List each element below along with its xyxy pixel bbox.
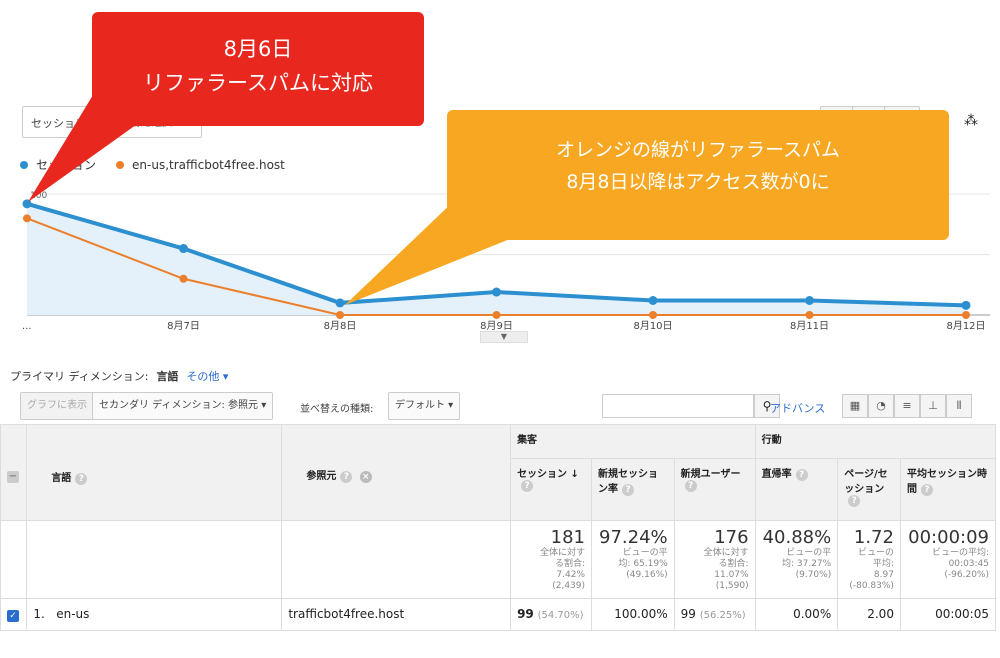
row-referrer[interactable]: trafficbot4free.host	[281, 598, 512, 631]
col-header-avg-duration[interactable]: 平均セッション時間?	[899, 458, 997, 521]
data-point	[23, 214, 31, 223]
data-point	[336, 311, 344, 319]
help-icon[interactable]: ?	[920, 484, 933, 496]
group-header-acquisition: 集客	[510, 424, 756, 459]
data-point	[492, 311, 501, 319]
secondary-dimension-select[interactable]: セカンダリ ディメンション: 参照元 ▾	[92, 392, 274, 420]
x-tick-label: 8月9日	[480, 320, 513, 332]
row-avg-duration: 00:00:05	[899, 598, 997, 631]
data-point	[805, 311, 814, 319]
remove-dimension-icon[interactable]: ×	[359, 471, 372, 483]
col-header-new-users[interactable]: 新規ユーザー?	[673, 458, 756, 521]
row-new-users: 99 (56.25%)	[673, 598, 756, 631]
data-point	[335, 298, 345, 308]
help-icon[interactable]: ?	[848, 495, 861, 507]
col-header-bounce-rate[interactable]: 直帰率?	[754, 458, 839, 521]
table-row: ✓ 1. en-us trafficbot4free.host 99 (54.7…	[0, 598, 997, 631]
x-tick-label: ...	[22, 321, 32, 332]
chart-collapse-handle[interactable]: ▼	[480, 331, 528, 343]
row-bounce-rate: 0.00%	[754, 598, 839, 631]
row-sessions: 99 (54.70%)	[510, 598, 593, 631]
col-header-language[interactable]: 言語?	[26, 424, 283, 521]
primary-dimension-row: プライマリ ディメンション: 言語 その他 ▾	[10, 368, 228, 384]
callout-red-line2: リファラースパムに対応	[143, 71, 373, 95]
y-tick-label: 100	[30, 191, 47, 201]
legend-dot-icon	[116, 160, 125, 169]
row-language-link[interactable]: en-us	[56, 607, 90, 621]
select-all-cell: −	[0, 424, 28, 521]
col-header-pages-per-session[interactable]: ページ/セッション?	[837, 458, 901, 521]
dimension-language[interactable]: 言語	[156, 370, 179, 383]
total-pages-per-session: 1.72 ビューの 平均: 8.97 (-80.83%)	[837, 520, 901, 599]
search-icon[interactable]: ⚲	[754, 394, 780, 418]
data-point	[649, 311, 657, 319]
help-icon[interactable]: ?	[521, 480, 534, 492]
table-toolbar: グラフに表示 セカンダリ ディメンション: 参照元 ▾ 並べ替えの種類: デフォ…	[20, 392, 980, 420]
data-point	[22, 199, 32, 209]
data-point	[805, 296, 814, 305]
x-tick-label: 8月7日	[167, 320, 200, 332]
data-point	[179, 244, 188, 254]
plot-rows-button[interactable]: グラフに表示	[20, 392, 94, 420]
group-header-behavior: 行動	[754, 424, 997, 459]
advanced-link[interactable]: アドバンス	[770, 402, 826, 415]
x-tick-label: 8月8日	[324, 320, 357, 332]
comparison-view-icon[interactable]: ⊥	[920, 394, 946, 418]
data-point	[492, 287, 501, 297]
total-avg-duration: 00:00:09 ビューの平均: 00:03:45 (-96.20%)	[899, 520, 997, 599]
row-select-cell: ✓	[0, 598, 28, 631]
col-header-new-session-rate[interactable]: 新規セッション率?	[591, 458, 675, 521]
row-pages-per-session: 2.00	[837, 598, 901, 631]
total-new-users: 176 全体に対す る割合: 11.07% (1,590)	[673, 520, 756, 599]
legend-item-spam[interactable]: en-us,trafficbot4free.host	[116, 156, 285, 173]
callout-orange-line2: 8月8日以降はアクセス数が0に	[566, 171, 830, 193]
data-point	[961, 300, 971, 310]
total-sessions: 181 全体に対す る割合: 7.42% (2,439)	[510, 520, 593, 599]
col-header-referrer[interactable]: 参照元? ×	[281, 424, 512, 521]
series-area	[27, 203, 966, 315]
help-icon[interactable]: ?	[622, 484, 635, 496]
legend-label: en-us,trafficbot4free.host	[132, 157, 285, 172]
x-tick-label: 8月12日	[946, 320, 985, 332]
callout-red-line1: 8月6日	[223, 37, 293, 61]
select-all-checkbox[interactable]: −	[7, 471, 19, 483]
dimension-other[interactable]: その他 ▾	[186, 370, 229, 383]
callout-red: 8月6日 リファラースパムに対応	[92, 12, 424, 126]
row-new-session-rate: 100.00%	[591, 598, 675, 631]
search-input[interactable]	[602, 394, 754, 418]
metric-select-value: セッション	[31, 117, 86, 130]
data-table: − 言語? 参照元? × 集客 行動 セッション ↓? 新規セッション率? 新規…	[0, 424, 997, 631]
help-icon[interactable]: ?	[684, 480, 697, 492]
motion-chart-icon[interactable]: ⁂	[964, 113, 978, 129]
total-bounce-rate: 40.88% ビューの平 均: 37.27% (9.70%)	[754, 520, 839, 599]
pie-view-icon[interactable]: ◔	[868, 394, 894, 418]
data-point	[962, 311, 970, 319]
pivot-view-icon[interactable]: ⦀	[946, 394, 972, 418]
totals-row: 181 全体に対す る割合: 7.42% (2,439) 97.24% ビューの平 均: 6…	[0, 520, 997, 599]
data-point	[179, 274, 188, 283]
x-tick-label: 8月10日	[633, 320, 672, 332]
data-point	[648, 296, 658, 305]
help-icon[interactable]: ?	[340, 471, 353, 483]
callout-orange: オレンジの線がリファラースパム 8月8日以降はアクセス数が0に	[447, 110, 949, 240]
help-icon[interactable]: ?	[75, 473, 88, 485]
primary-dimension-label: プライマリ ディメンション:	[10, 370, 149, 383]
help-icon[interactable]: ?	[795, 469, 808, 481]
legend-dot-icon	[20, 160, 28, 169]
row-language: 1. en-us	[26, 598, 283, 631]
callout-red-pointer	[28, 90, 140, 202]
callout-orange-line1: オレンジの線がリファラースパム	[555, 139, 841, 161]
row-checkbox[interactable]: ✓	[7, 610, 19, 622]
x-tick-label: 8月11日	[790, 320, 829, 332]
sort-label: 並べ替えの種類:	[300, 404, 374, 415]
table-view-icon[interactable]: ▦	[842, 394, 868, 418]
sort-type-select[interactable]: デフォルト ▾	[388, 392, 461, 420]
col-header-sessions[interactable]: セッション ↓?	[510, 458, 593, 521]
total-new-session-rate: 97.24% ビューの平 均: 65.19% (49.16%)	[591, 520, 675, 599]
performance-view-icon[interactable]: ≡	[894, 394, 920, 418]
